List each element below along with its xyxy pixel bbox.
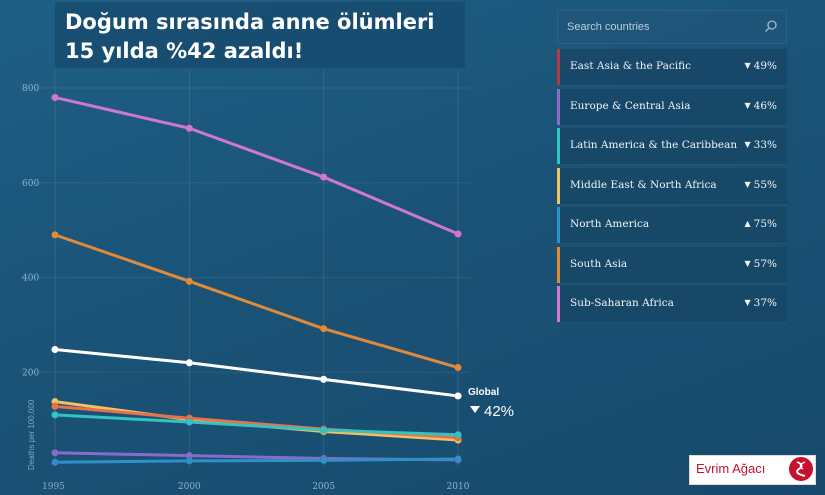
triangle-down-icon: ▼ [744, 258, 751, 268]
global-series-label: Global [468, 387, 499, 398]
region-change: ▼ 49% [745, 60, 778, 72]
region-name: Latin America & the Caribbean [570, 139, 738, 151]
region-item[interactable]: North America ▲ 75% [557, 207, 787, 244]
series-line [54, 457, 459, 464]
series-line [54, 233, 459, 369]
data-point[interactable] [454, 363, 462, 372]
triangle-down-icon: ▼ [744, 140, 751, 149]
region-name: Sub-Saharan Africa [570, 297, 674, 309]
region-change-value: 57% [753, 257, 777, 270]
region-name: Europe & Central Asia [570, 99, 691, 112]
search-countries-input[interactable]: Search countries [557, 10, 787, 44]
data-point[interactable] [51, 93, 59, 102]
chart-tick-labels: 200 400 600 800 1995 2000 2005 2010 [22, 84, 470, 492]
data-point[interactable] [319, 456, 328, 465]
data-point[interactable] [51, 402, 59, 411]
y-axis-label: Deaths per 100,000 [27, 399, 36, 470]
data-point[interactable] [319, 375, 328, 384]
region-change: ▼ 57% [745, 258, 778, 270]
data-point[interactable] [185, 456, 194, 465]
region-item[interactable]: Latin America & the Caribbean ▼ 33% [557, 128, 787, 165]
region-item[interactable]: Middle East & North Africa ▼ 55% [557, 167, 787, 205]
triangle-down-icon: ▼ [744, 179, 751, 189]
x-tick-label: 2010 [447, 482, 470, 492]
region-color-bar [557, 167, 560, 204]
data-point[interactable] [185, 277, 194, 286]
region-item[interactable]: Sub-Saharan Africa ▼ 37% [557, 286, 787, 323]
data-point[interactable] [319, 173, 328, 181]
series-line [54, 96, 459, 236]
series-line [54, 348, 459, 398]
region-change-value: 33% [753, 139, 777, 151]
region-item[interactable]: South Asia ▼ 57% [557, 246, 787, 284]
y-tick-label: 600 [22, 179, 39, 189]
logo-text: Evrim Ağacı [696, 461, 766, 476]
x-tick-label: 2000 [178, 482, 201, 492]
triangle-up-icon: ▲ [744, 219, 751, 228]
triangle-down-icon: ▼ [744, 100, 751, 110]
chart-grid [20, 70, 470, 467]
headline-box: Doğum sırasında anne ölümleri 15 yılda %… [55, 2, 465, 68]
triangle-down-icon: ▼ [744, 298, 751, 307]
headline-line-1: Doğum sırasında anne ölümleri [65, 10, 435, 34]
logo-mark-icon [789, 457, 813, 481]
data-point[interactable] [454, 455, 462, 463]
region-name: South Asia [570, 257, 628, 270]
headline-line-2: 15 yılda %42 azaldı! [65, 39, 304, 63]
region-name: Middle East & North Africa [570, 178, 717, 191]
region-color-bar [557, 246, 560, 283]
region-color-bar [557, 207, 560, 243]
chart-series: Global 42% [51, 93, 514, 467]
region-color-bar [557, 88, 560, 125]
data-point[interactable] [51, 448, 59, 457]
triangle-down-icon [470, 406, 480, 413]
region-item[interactable]: East Asia & the Pacific ▼ 49% [557, 49, 787, 86]
data-point[interactable] [319, 324, 328, 333]
region-change: ▼ 37% [745, 297, 778, 309]
series-line [54, 413, 459, 437]
data-point[interactable] [51, 411, 59, 419]
search-icon[interactable] [764, 19, 778, 38]
data-point[interactable] [51, 231, 59, 239]
region-change: ▼ 46% [745, 100, 778, 112]
region-panel: Search countries East Asia & the Pacific… [557, 10, 787, 323]
region-change-value: 49% [753, 60, 777, 72]
data-point[interactable] [454, 392, 462, 400]
search-placeholder: Search countries [567, 21, 650, 33]
region-change: ▼ 55% [745, 179, 778, 191]
region-change-value: 37% [753, 297, 777, 309]
region-change-value: 46% [753, 99, 777, 112]
region-name: East Asia & the Pacific [570, 60, 691, 72]
data-point[interactable] [51, 345, 59, 354]
y-tick-label: 200 [22, 368, 39, 378]
global-change-value: 42% [484, 403, 514, 420]
data-point[interactable] [454, 230, 462, 238]
region-change: ▲ 75% [745, 218, 778, 230]
data-point[interactable] [185, 358, 194, 367]
region-change-value: 55% [753, 178, 777, 191]
region-color-bar [557, 49, 560, 85]
region-color-bar [557, 286, 560, 322]
region-item[interactable]: Europe & Central Asia ▼ 46% [557, 88, 787, 126]
region-color-bar [557, 128, 560, 164]
data-point[interactable] [319, 426, 328, 434]
data-point[interactable] [51, 458, 59, 467]
y-tick-label: 800 [22, 84, 39, 94]
region-change: ▼ 33% [745, 139, 778, 151]
region-change-value: 75% [753, 218, 777, 230]
data-point[interactable] [185, 418, 194, 426]
evrim-agaci-logo: Evrim Ağacı [689, 455, 816, 485]
data-point[interactable] [454, 430, 462, 439]
triangle-down-icon: ▼ [744, 61, 751, 70]
y-tick-label: 400 [22, 274, 39, 284]
x-tick-label: 1995 [42, 482, 65, 492]
x-tick-label: 2005 [312, 482, 335, 492]
region-name: North America [570, 218, 650, 230]
data-point[interactable] [185, 124, 194, 133]
